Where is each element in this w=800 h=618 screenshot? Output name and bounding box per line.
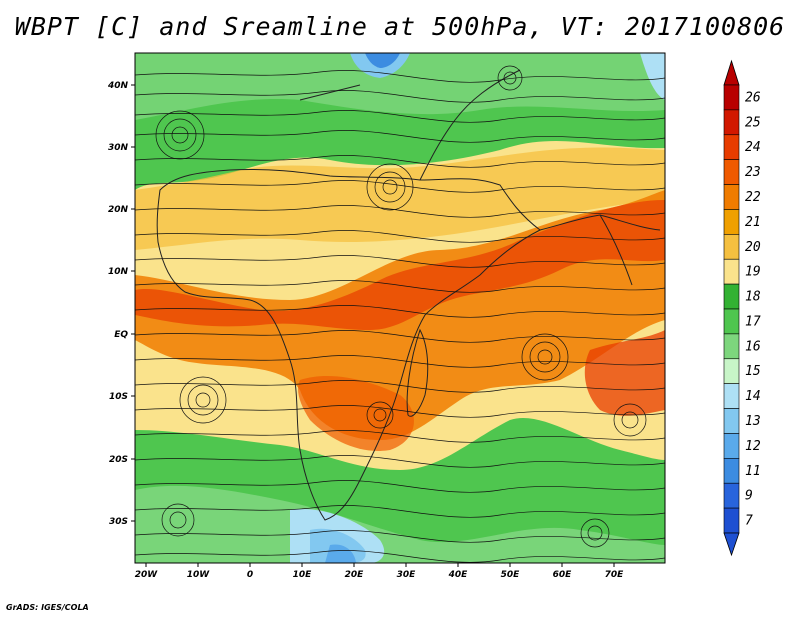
- lat-label-20s: 20S: [109, 455, 128, 465]
- colorbar-label: 26: [745, 90, 761, 105]
- coastlines: [156, 69, 661, 521]
- lon-label-30e: 30E: [397, 570, 417, 580]
- map-frame: [134, 52, 666, 564]
- lon-label-10e: 10E: [293, 570, 313, 580]
- streamlines: [135, 70, 665, 563]
- lat-label-20n: 20N: [108, 205, 129, 215]
- colorbar-swatch: [723, 209, 740, 235]
- colorbar-swatch: [723, 458, 740, 484]
- colorbar-swatch: [723, 408, 740, 434]
- colorbar-label: 7: [745, 514, 753, 529]
- colorbar-swatch: [723, 159, 740, 185]
- vortices: [155, 65, 647, 548]
- footer-credit: GrADS: IGES/COLA: [6, 603, 89, 612]
- lat-label-eq: EQ: [114, 330, 128, 340]
- colorbar-label: 18: [745, 290, 761, 305]
- colorbar-swatch: [723, 234, 740, 260]
- lon-label-70e: 70E: [605, 570, 625, 580]
- colorbar-label: 22: [745, 190, 761, 205]
- colorbar-swatch: [723, 482, 740, 509]
- colorbar-label: 24: [745, 140, 761, 155]
- lat-labels: 40N 30N 20N 10N EQ 10S 20S 30S: [107, 81, 129, 527]
- colorbar-arrow-top: [723, 59, 740, 86]
- colorbar-swatch: [723, 358, 740, 384]
- lat-label-10n: 10N: [108, 267, 129, 277]
- colorbar-label: 23: [745, 165, 761, 180]
- lon-ticks: [145, 563, 615, 567]
- colorbar-label: 16: [745, 339, 761, 354]
- lat-label-30n: 30N: [108, 143, 129, 153]
- colorbar-swatch: [723, 383, 740, 409]
- colorbar-label: 17: [745, 314, 761, 329]
- lon-label-10w: 10W: [187, 570, 211, 580]
- map-title: WBPT [C] and Sreamline at 500hPa, VT: 20…: [14, 12, 786, 41]
- colorbar: 26 25 24 23 22 21 20 19 18 17 16 15 14 13 12 11 9 7: [723, 59, 761, 557]
- colorbar-swatch: [723, 184, 740, 210]
- colorbar-label: 12: [745, 439, 761, 454]
- lon-label-50e: 50E: [501, 570, 521, 580]
- colorbar-label: 11: [745, 464, 761, 479]
- colorbar-label: 14: [745, 389, 761, 404]
- lon-label-60e: 60E: [553, 570, 573, 580]
- colorbar-label: 9: [745, 489, 753, 504]
- colorbar-label: 15: [745, 364, 761, 379]
- colorbar-swatch: [723, 333, 740, 360]
- colorbar-label: 19: [745, 265, 761, 280]
- lon-label-20e: 20E: [345, 570, 365, 580]
- colorbar-label: 25: [745, 115, 761, 130]
- colorbar-swatch: [723, 109, 740, 136]
- lon-label-40e: 40E: [448, 570, 469, 580]
- lat-label-30s: 30S: [109, 517, 128, 527]
- lon-labels: 20W 10W 0 10E 20E 30E 40E 50E 60E 70E: [135, 570, 624, 580]
- colorbar-arrow-bottom: [723, 532, 740, 557]
- lon-label-20w: 20W: [135, 570, 159, 580]
- colorbar-swatch: [723, 134, 740, 160]
- colorbar-label: 13: [745, 414, 761, 429]
- lat-label-40n: 40N: [107, 81, 129, 91]
- lat-ticks: [131, 84, 135, 522]
- colorbar-swatch: [723, 283, 740, 310]
- colorbar-swatch: [723, 258, 740, 285]
- lat-label-10s: 10S: [109, 392, 128, 402]
- colorbar-label: 21: [745, 215, 761, 230]
- colorbar-label: 20: [745, 240, 761, 255]
- colorbar-swatch: [723, 507, 740, 534]
- colorbar-swatch: [723, 308, 740, 335]
- colorbar-swatch: [723, 84, 740, 111]
- wbpt-field: [135, 53, 665, 563]
- lon-label-0: 0: [247, 570, 253, 580]
- colorbar-swatch: [723, 433, 740, 459]
